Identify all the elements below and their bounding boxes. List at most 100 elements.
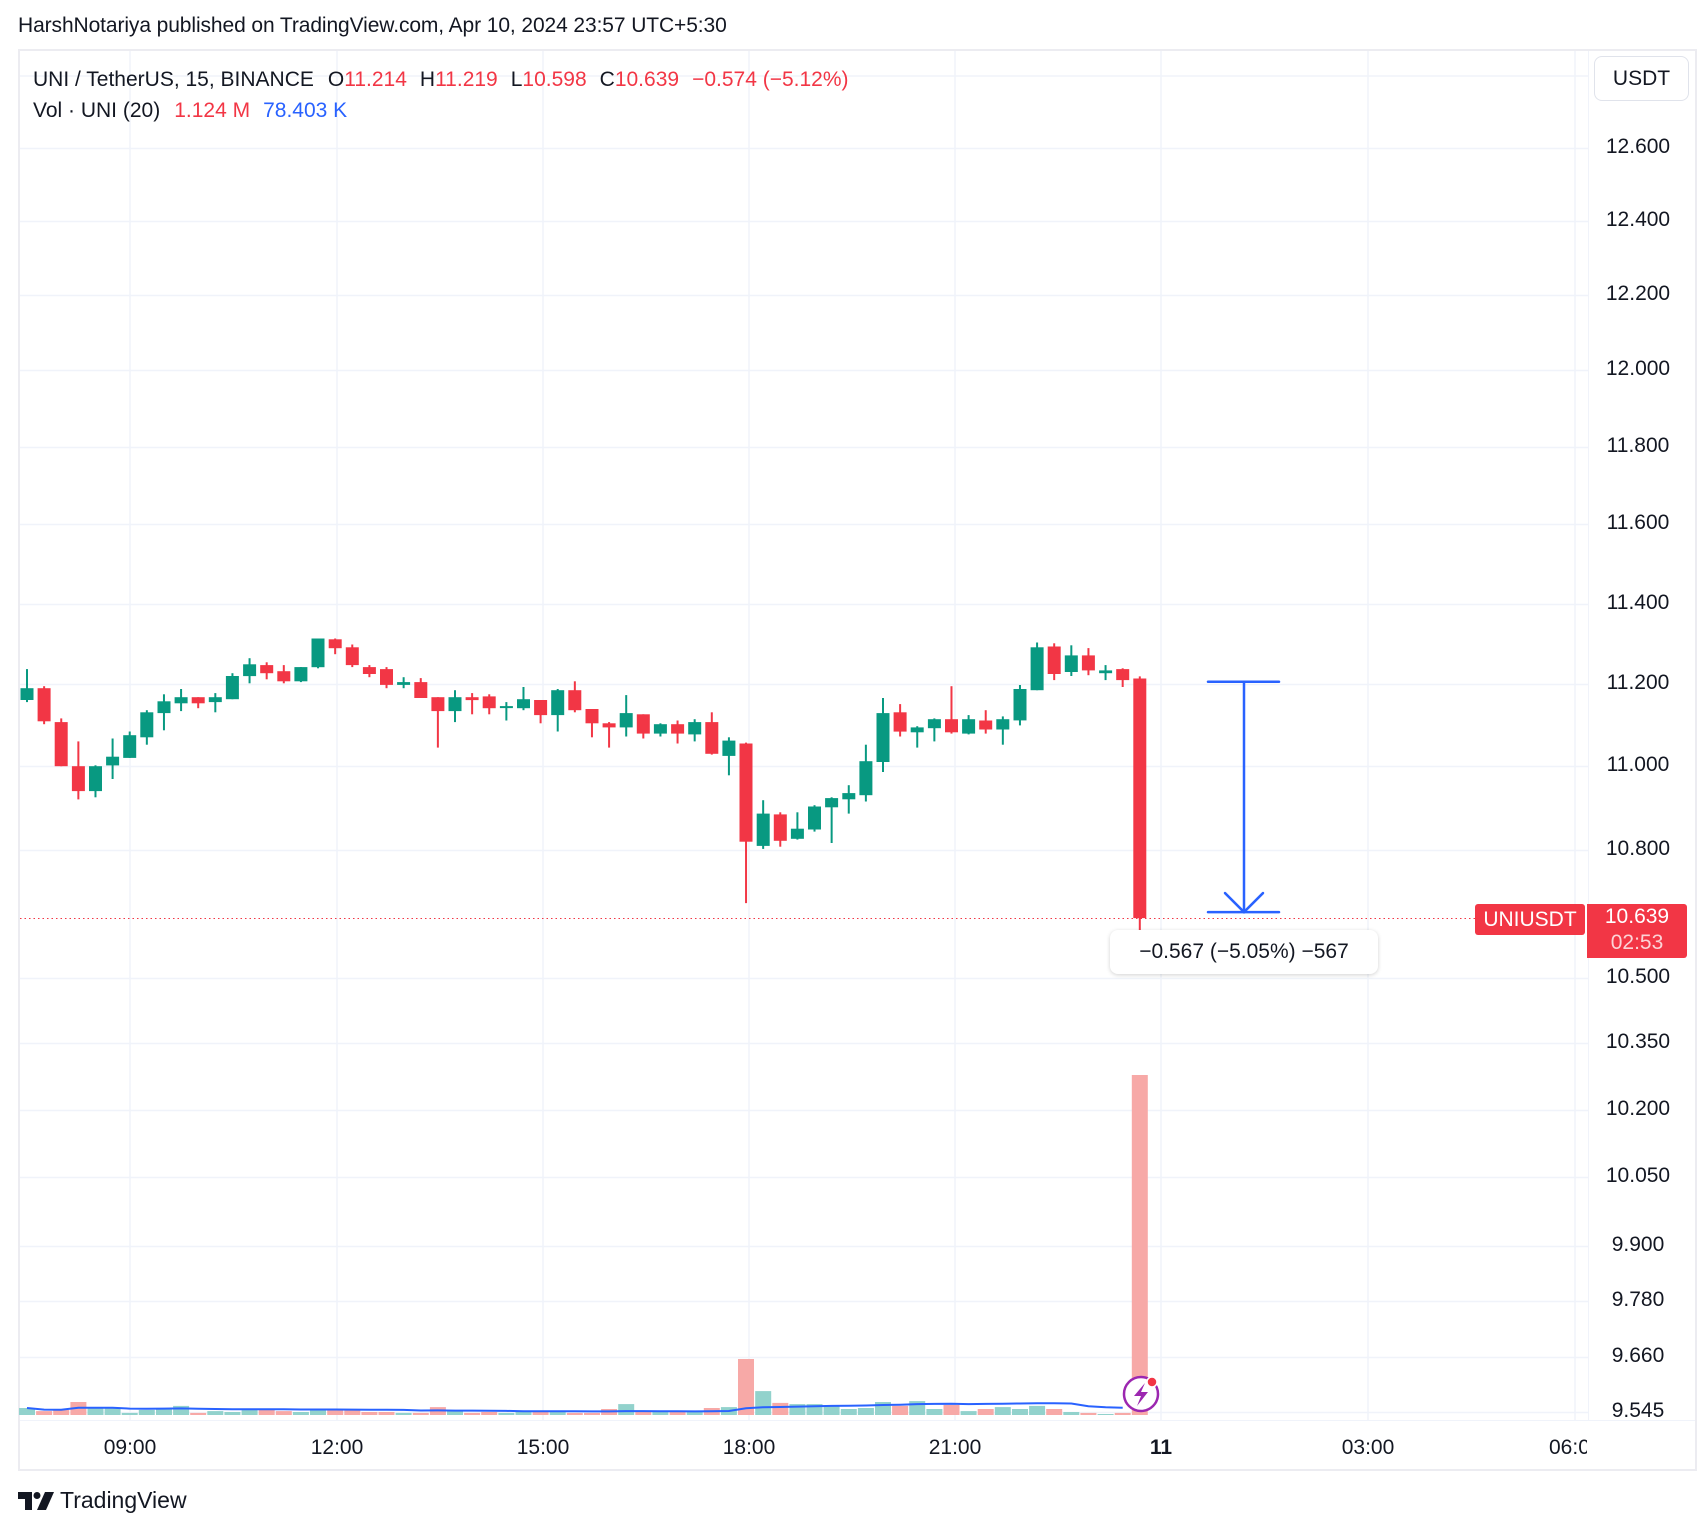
currency-button[interactable]: USDT bbox=[1594, 56, 1689, 101]
candle-body[interactable] bbox=[739, 743, 753, 842]
candle-body[interactable] bbox=[979, 720, 993, 730]
candle-body[interactable] bbox=[790, 828, 804, 839]
candle-body[interactable] bbox=[517, 699, 530, 709]
volume-bar bbox=[1097, 1414, 1114, 1415]
time-axis-label: 21:00 bbox=[928, 1436, 982, 1459]
candle-body[interactable] bbox=[431, 697, 445, 712]
tradingview-brand[interactable]: TradingView bbox=[18, 1487, 187, 1514]
volume-bar bbox=[755, 1391, 772, 1415]
symbol-title[interactable]: UNI / TetherUS, 15, BINANCE bbox=[33, 68, 314, 91]
candle-body[interactable] bbox=[585, 709, 599, 724]
candle-body[interactable] bbox=[842, 793, 856, 800]
volume-bar bbox=[806, 1404, 823, 1415]
candle-body[interactable] bbox=[362, 667, 376, 674]
measure-arrowhead-icon bbox=[1223, 891, 1265, 914]
candle-body[interactable] bbox=[859, 761, 873, 796]
candle-body[interactable] bbox=[722, 740, 736, 756]
candle-body[interactable] bbox=[54, 722, 68, 767]
candle-body[interactable] bbox=[927, 719, 941, 729]
candle-body[interactable] bbox=[482, 696, 496, 709]
volume-bar bbox=[19, 1408, 35, 1415]
ohlc-legend: UNI / TetherUS, 15, BINANCE O 11.214 H 11.… bbox=[33, 64, 862, 95]
candle-body[interactable] bbox=[962, 719, 976, 734]
last-price-tag: 10.639 02:53 bbox=[1587, 904, 1687, 958]
candle-body[interactable] bbox=[619, 713, 633, 728]
candle-body[interactable] bbox=[465, 697, 479, 701]
candle-body[interactable] bbox=[311, 638, 325, 668]
candle-body[interactable] bbox=[174, 697, 188, 704]
candle-body[interactable] bbox=[1047, 646, 1061, 675]
volume-bar bbox=[258, 1409, 275, 1415]
price-axis-label: 9.780 bbox=[1611, 1288, 1665, 1312]
candle-body[interactable] bbox=[910, 727, 924, 733]
candle-body[interactable] bbox=[808, 806, 821, 830]
bar-countdown: 02:53 bbox=[1610, 931, 1664, 954]
volume-bar bbox=[1114, 1412, 1131, 1415]
candle-body[interactable] bbox=[157, 701, 171, 714]
candle-body[interactable] bbox=[1064, 655, 1078, 672]
candle-body[interactable] bbox=[602, 723, 616, 728]
candle-body[interactable] bbox=[89, 766, 102, 792]
volume-bar bbox=[378, 1412, 395, 1415]
candle-body[interactable] bbox=[294, 667, 308, 682]
volume-bar bbox=[498, 1412, 515, 1415]
candle-body[interactable] bbox=[208, 697, 222, 703]
volume-bar bbox=[1029, 1405, 1046, 1415]
candle-body[interactable] bbox=[996, 719, 1010, 730]
candle-body[interactable] bbox=[825, 798, 839, 808]
candle-body[interactable] bbox=[328, 639, 342, 649]
volume-bar bbox=[361, 1412, 378, 1415]
candle-body[interactable] bbox=[1116, 669, 1130, 681]
candle-body[interactable] bbox=[653, 724, 667, 734]
candle-body[interactable] bbox=[397, 682, 411, 685]
candle-body[interactable] bbox=[277, 671, 291, 682]
volume-ma-value: 78.403 K bbox=[263, 99, 348, 122]
candle-body[interactable] bbox=[893, 712, 907, 732]
price-axis-label: 10.050 bbox=[1605, 1164, 1671, 1188]
candle-body[interactable] bbox=[534, 700, 548, 716]
candle-body[interactable] bbox=[20, 688, 34, 700]
candle-body[interactable] bbox=[37, 688, 51, 722]
candle-body[interactable] bbox=[260, 665, 274, 674]
candle-body[interactable] bbox=[106, 756, 120, 766]
candle-body[interactable] bbox=[380, 669, 393, 685]
candle-body[interactable] bbox=[671, 724, 685, 734]
volume-bar bbox=[344, 1409, 361, 1415]
candle-body[interactable] bbox=[773, 814, 787, 841]
candle-body[interactable] bbox=[551, 690, 565, 716]
volume-bar bbox=[738, 1359, 754, 1415]
candle-body[interactable] bbox=[448, 697, 462, 712]
candle-body[interactable] bbox=[499, 706, 513, 709]
candle-body[interactable] bbox=[705, 722, 719, 754]
volume-bar bbox=[224, 1412, 241, 1415]
volume-bar bbox=[960, 1411, 977, 1415]
volume-ma-line bbox=[26, 1402, 1123, 1413]
candle-body[interactable] bbox=[345, 647, 359, 666]
volume-bar bbox=[121, 1412, 138, 1415]
candle-body[interactable] bbox=[243, 664, 257, 677]
volume-bar bbox=[1080, 1412, 1097, 1415]
price-axis-label: 10.200 bbox=[1605, 1096, 1671, 1120]
volume-title[interactable]: Vol · UNI (20) bbox=[33, 99, 161, 122]
candle-body[interactable] bbox=[636, 714, 650, 734]
candle-body[interactable] bbox=[876, 713, 890, 762]
candle-body[interactable] bbox=[191, 697, 205, 704]
time-axis-label: 11 bbox=[1149, 1436, 1173, 1459]
candle-body[interactable] bbox=[414, 682, 428, 698]
candle-body[interactable] bbox=[688, 722, 702, 735]
candle-body[interactable] bbox=[1099, 670, 1113, 674]
candle-body[interactable] bbox=[756, 813, 770, 846]
candle-body[interactable] bbox=[123, 735, 137, 758]
candle-body[interactable] bbox=[225, 676, 239, 700]
candle-body[interactable] bbox=[140, 712, 154, 738]
candle-body[interactable] bbox=[568, 690, 582, 711]
candle-body[interactable] bbox=[1133, 678, 1147, 919]
candle-body[interactable] bbox=[945, 719, 958, 733]
candle-body[interactable] bbox=[1081, 655, 1095, 671]
price-axis-label: 11.600 bbox=[1606, 511, 1670, 535]
close-key: C bbox=[599, 68, 615, 91]
candle-body[interactable] bbox=[1030, 647, 1044, 691]
candle-body[interactable] bbox=[1013, 689, 1027, 721]
candle-body[interactable] bbox=[71, 766, 85, 792]
